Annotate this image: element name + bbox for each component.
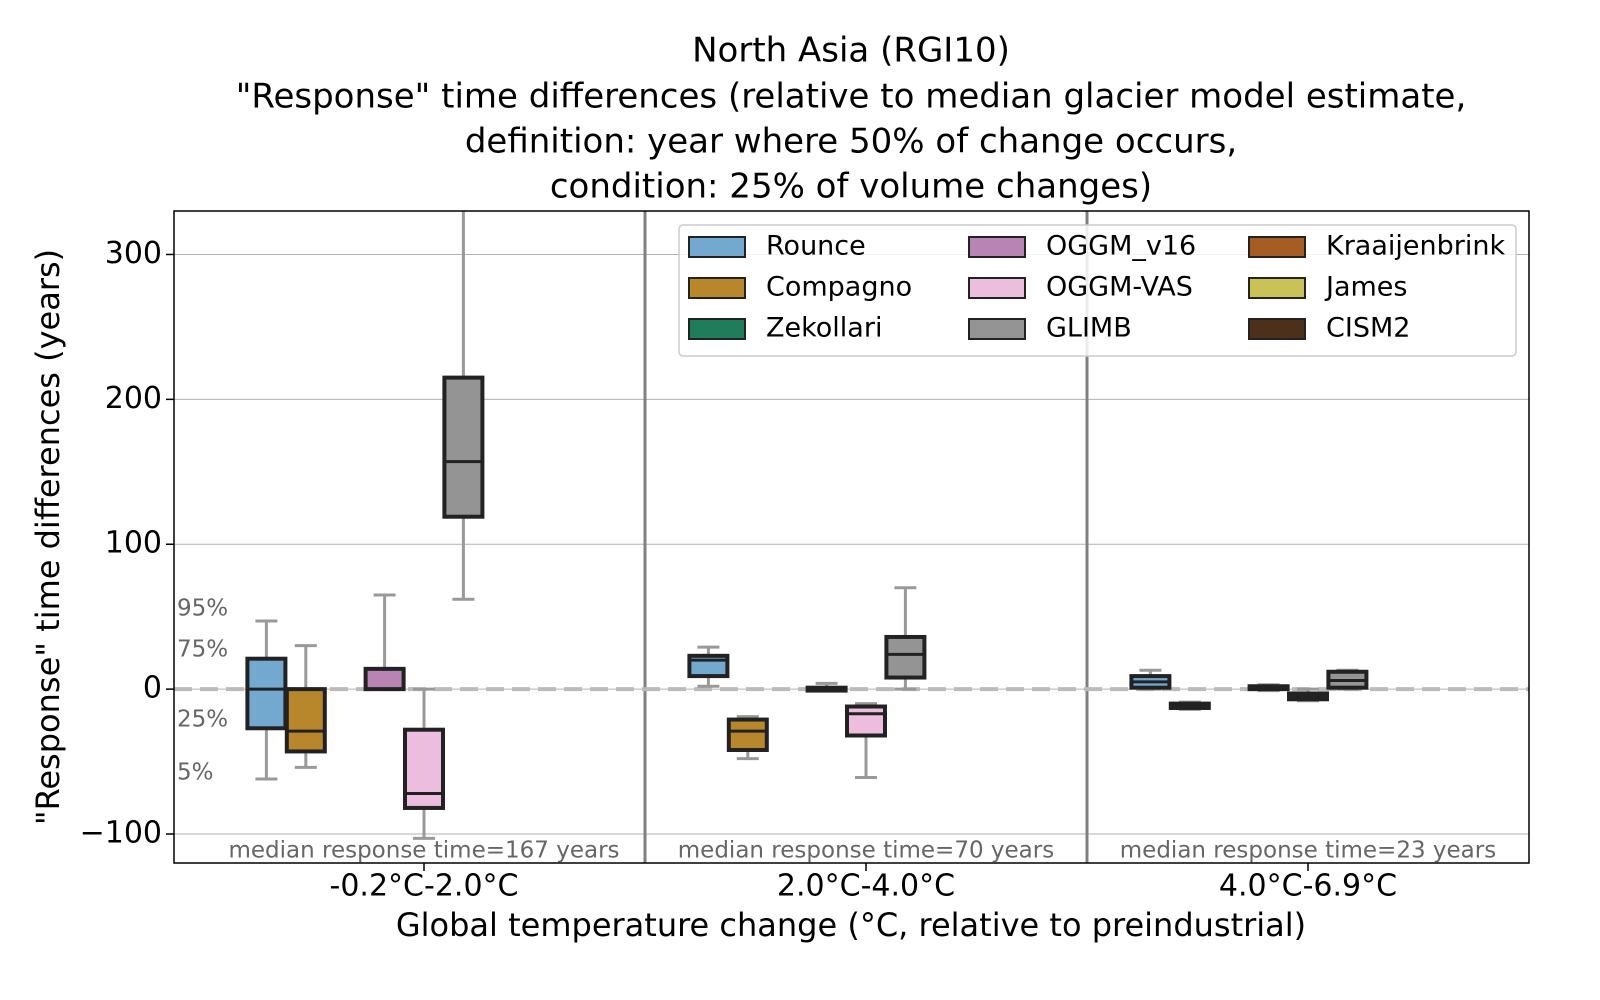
box-group bbox=[687, 645, 730, 688]
percentile-label: 75% bbox=[177, 637, 228, 663]
percentile-label: 25% bbox=[177, 707, 228, 733]
legend-swatch bbox=[968, 236, 1026, 258]
legend-swatch bbox=[688, 318, 746, 340]
box-group bbox=[726, 715, 769, 761]
legend-label: Zekollari bbox=[766, 313, 882, 344]
percentile-label: 5% bbox=[177, 760, 214, 786]
box-group bbox=[884, 586, 927, 691]
box-group bbox=[442, 211, 485, 601]
plot-area bbox=[245, 211, 1369, 840]
legend-label: GLIMB bbox=[1046, 313, 1132, 344]
legend-swatch bbox=[1248, 236, 1306, 258]
legend-swatch bbox=[688, 236, 746, 258]
box-group bbox=[1129, 668, 1172, 691]
y-tick-label: 100 bbox=[105, 526, 162, 561]
y-tick-label: 200 bbox=[105, 381, 162, 416]
box-group bbox=[245, 619, 288, 781]
chart-title: "Response" time differences (relative to… bbox=[236, 77, 1467, 117]
box-group bbox=[845, 702, 887, 780]
box-group bbox=[1326, 668, 1369, 691]
chart-title: condition: 25% of volume changes) bbox=[550, 167, 1152, 207]
legend-swatch bbox=[1248, 277, 1306, 299]
y-axis-label: "Response" time differences (years) bbox=[29, 249, 67, 825]
box-group bbox=[403, 687, 445, 840]
legend-label: Compagno bbox=[766, 272, 912, 303]
box-group bbox=[805, 681, 848, 693]
box-group bbox=[363, 593, 406, 692]
legend-label: Rounce bbox=[766, 231, 866, 262]
chart-title: definition: year where 50% of change occ… bbox=[465, 122, 1237, 162]
legend-label: CISM2 bbox=[1326, 313, 1410, 344]
plot-frame bbox=[173, 210, 1530, 864]
y-tick-label: 0 bbox=[143, 671, 162, 706]
legend-swatch bbox=[1248, 318, 1306, 340]
x-tick-label: 4.0°C-6.9°C bbox=[1219, 869, 1397, 904]
box bbox=[403, 727, 445, 810]
box bbox=[884, 634, 927, 680]
box bbox=[442, 375, 485, 519]
y-tick-label: −100 bbox=[80, 816, 162, 851]
group-note: median response time=70 years bbox=[678, 838, 1054, 864]
legend-swatch bbox=[968, 277, 1026, 299]
chart-title: North Asia (RGI10) bbox=[692, 31, 1010, 71]
legend-frame bbox=[678, 224, 1517, 357]
x-tick-label: 2.0°C-4.0°C bbox=[777, 869, 955, 904]
box-group bbox=[1247, 683, 1290, 693]
box bbox=[284, 687, 327, 754]
box-group bbox=[1168, 700, 1211, 711]
group-note: median response time=167 years bbox=[228, 838, 619, 864]
legend-swatch bbox=[688, 277, 746, 299]
legend-label: OGGM_v16 bbox=[1046, 231, 1196, 262]
box-group bbox=[284, 644, 327, 769]
x-tick-label: -0.2°C-2.0°C bbox=[330, 869, 519, 904]
x-axis-label: Global temperature change (°C, relative … bbox=[396, 906, 1306, 944]
legend-swatch bbox=[968, 318, 1026, 340]
box bbox=[363, 666, 406, 692]
legend-label: Kraaijenbrink bbox=[1326, 231, 1505, 262]
y-tick-label: 300 bbox=[105, 236, 162, 271]
legend-label: James bbox=[1324, 272, 1408, 303]
box-group bbox=[1287, 687, 1329, 703]
box bbox=[726, 717, 769, 752]
box bbox=[245, 656, 288, 731]
group-note: median response time=23 years bbox=[1120, 838, 1496, 864]
percentile-label: 95% bbox=[177, 596, 228, 622]
legend-label: OGGM-VAS bbox=[1046, 272, 1193, 303]
box bbox=[845, 704, 887, 738]
